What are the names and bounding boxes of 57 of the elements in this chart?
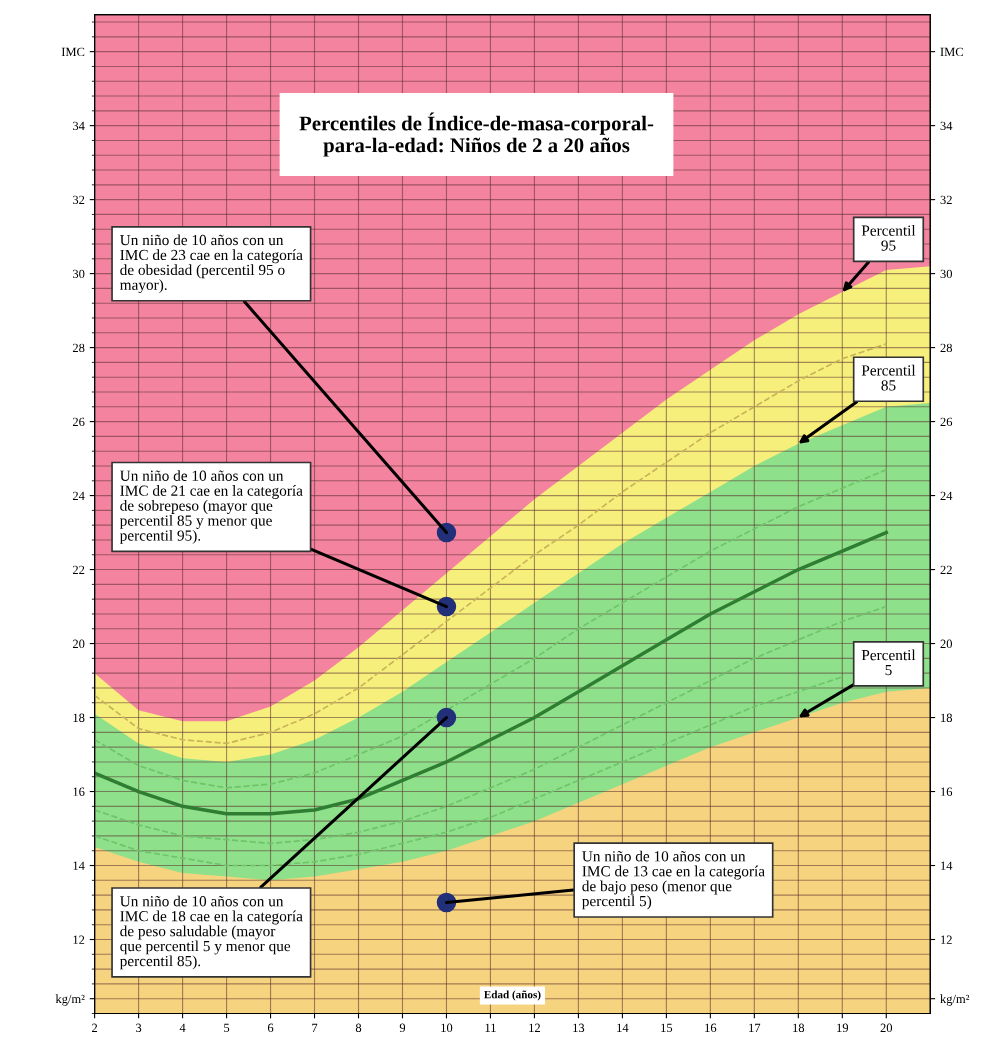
y-tick-label: 34 — [73, 121, 85, 131]
y-tick-label: kg/m² — [55, 994, 85, 1006]
y2-tick-label: 24 — [940, 491, 953, 500]
annotation: Un niño de 10 años con un IMC de 23 cae en la categoría de obesidad (percentil 95 o mayor). — [120, 234, 303, 294]
y2-tick-label: 20 — [940, 639, 953, 649]
annotation: Un niño de 10 años con un IMC de 18 cae en la categoría de peso saludable (mayor que percentil 5 y menor que percentil 85). — [119, 895, 303, 970]
x-tick-label: 17 — [749, 1023, 761, 1032]
y-tick-label: 20 — [72, 639, 85, 649]
line-series — [94, 676, 844, 867]
x-tick-label: 12 — [529, 1023, 540, 1032]
x-tick-label: 5 — [224, 1023, 230, 1033]
y2-tick-label: IMC — [940, 47, 963, 57]
x-axis-title: Edad (años) — [484, 990, 541, 1001]
x-tick-label: 4 — [179, 1023, 186, 1032]
x-tick-label: 19 — [837, 1023, 849, 1033]
y-tick-label: 14 — [73, 861, 85, 870]
annotation: Un niño de 10 años con un IMC de 13 cae en la categoría de bajo peso (menor que percentil 5) — [582, 850, 765, 910]
y2-tick-label: 32 — [940, 195, 952, 205]
x-tick-label: 7 — [312, 1023, 318, 1032]
y2-tick-label: kg/m² — [940, 994, 970, 1006]
x-tick-label: 3 — [136, 1023, 142, 1033]
x-tick-label: 10 — [441, 1023, 453, 1033]
y-tick-label: 12 — [73, 935, 85, 944]
x-tick-label: 20 — [880, 1023, 893, 1033]
y2-tick-label: 22 — [940, 565, 952, 574]
y-tick-label: 24 — [72, 491, 85, 500]
text: Percentiles de Índice-de-masa-corporal- para-la-edad: Niños de 2 a 20 años — [299, 112, 654, 157]
x-tick-label: 13 — [573, 1023, 585, 1033]
y-tick-label: 32 — [73, 195, 85, 205]
y2-tick-label: 18 — [941, 713, 953, 722]
y2-tick-label: 16 — [941, 787, 953, 796]
x-tick-label: 14 — [617, 1023, 629, 1032]
y-tick-label: 26 — [72, 417, 85, 427]
x-tick-label: 2 — [92, 1023, 98, 1032]
y-tick-label: 18 — [73, 713, 85, 722]
y2-tick-label: 12 — [941, 935, 952, 944]
y-tick-label: 16 — [73, 787, 85, 796]
x-tick-label: 8 — [355, 1023, 362, 1033]
y2-tick-label: 14 — [941, 861, 953, 870]
y2-tick-label: 30 — [940, 269, 953, 279]
x-tick-label: 11 — [485, 1023, 496, 1032]
x-tick-label: 15 — [661, 1023, 673, 1033]
x-tick-label: 9 — [399, 1023, 406, 1033]
y-tick-label: 30 — [73, 269, 85, 279]
annotation: Percentil 85 — [861, 364, 916, 391]
y-tick-label: 22 — [72, 565, 85, 574]
annotation: Percentil 95 — [861, 225, 916, 251]
y-tick-label: IMC — [61, 47, 85, 57]
x-tick-label: 16 — [705, 1023, 717, 1033]
y-tick-label: 28 — [72, 343, 85, 353]
y2-tick-label: 26 — [940, 417, 953, 427]
x-tick-label: 18 — [793, 1023, 805, 1033]
y2-tick-label: 34 — [940, 121, 953, 131]
y2-tick-label: 28 — [940, 343, 953, 353]
annotation: Un niño de 10 años con un IMC de 21 cae en la categoría de sobrepeso (mayor que percentil 85 y menor que percentil 95). — [119, 470, 303, 544]
annotation: Percentil 5 — [861, 649, 916, 676]
x-tick-label: 6 — [267, 1023, 274, 1033]
